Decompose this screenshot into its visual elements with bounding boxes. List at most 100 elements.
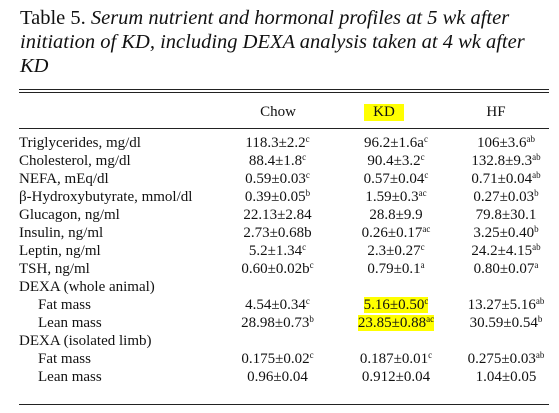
table-cell: 96.2±1.6ac (341, 134, 451, 152)
cell-value: 2.73±0.68b (243, 225, 312, 241)
significance-superscript: b (305, 188, 311, 198)
column-header-hf: HF (486, 104, 506, 120)
table-cell: 0.912±0.04 (341, 368, 451, 386)
cell-value: 0.59±0.03 (245, 171, 306, 187)
significance-superscript: a (420, 260, 425, 270)
cell-value: 3.25±0.40 (473, 225, 535, 241)
cell-value: 0.187±0.01 (359, 351, 429, 367)
cell-value: 4.54±0.34 (245, 297, 306, 313)
table-row: Glucagon, ng/ml 22.13±2.84 28.8±9.9 79.8±30… (19, 206, 549, 224)
row-label: TSH, ng/ml (19, 261, 90, 277)
significance-superscript: c (420, 152, 425, 162)
cell-value: 30.59±0.54 (469, 315, 538, 331)
table-title: Serum nutrient and hormonal profiles at … (20, 7, 525, 77)
table-cell: 22.13±2.84 (219, 206, 336, 224)
table-cell: 0.275±0.03ab (451, 350, 559, 368)
table-cell: 0.60±0.02bc (219, 260, 336, 278)
significance-superscript: b (537, 314, 543, 324)
table-cell: 0.59±0.03c (219, 170, 336, 188)
table-row: Insulin, ng/ml 2.73±0.68b 0.26±0.17ac 3.25±… (19, 224, 549, 242)
significance-superscript: ac (418, 188, 427, 198)
table-cell: 106±3.6ab (451, 134, 559, 152)
table-cell: 132.8±9.3ab (451, 152, 559, 170)
table-cell: 0.26±0.17ac (341, 224, 451, 242)
row-label: Lean mass (38, 369, 102, 385)
cell-value: 0.39±0.05 (244, 189, 306, 205)
column-header-kd: KD (364, 104, 404, 121)
cell-value: 0.96±0.04 (247, 369, 308, 385)
significance-superscript: b (534, 188, 539, 198)
table-cell: 5.2±1.34c (219, 242, 336, 260)
row-label: DEXA (isolated limb) (19, 333, 152, 349)
table-cell: 0.96±0.04 (219, 368, 336, 386)
significance-superscript: ab (532, 242, 541, 252)
table-cell: 79.8±30.1 (451, 206, 559, 224)
cell-value: 0.60±0.02b (241, 261, 310, 277)
table-row: β-Hydroxybutyrate, mmol/dl 0.39±0.05b 1.59… (19, 188, 549, 206)
cell-value: 90.4±3.2 (367, 153, 421, 169)
table-body: Triglycerides, mg/dl 118.3±2.2c 96.2±1.6ac… (19, 134, 549, 386)
cell-value: 24.2±4.15 (471, 243, 533, 259)
significance-superscript: c (309, 260, 314, 270)
significance-superscript: ab (532, 152, 541, 162)
cell-value: 28.98±0.73 (241, 315, 310, 331)
significance-superscript: ab (526, 134, 535, 144)
table-cell: 2.3±0.27c (341, 242, 451, 260)
table-cell: 90.4±3.2c (341, 152, 451, 170)
row-label: Insulin, ng/ml (19, 225, 104, 241)
table-row: DEXA (isolated limb) (19, 332, 549, 350)
significance-superscript: c (428, 350, 433, 360)
cell-value: 79.8±30.1 (475, 207, 537, 223)
cell-value: 28.8±9.9 (369, 207, 423, 223)
top-rule (19, 89, 549, 90)
cell-value: 5.16±0.50 (363, 297, 425, 313)
table-cell: 5.16±0.50c (341, 296, 451, 314)
table-cell: 118.3±2.2c (219, 134, 336, 152)
table-cell: 2.73±0.68b (219, 224, 336, 242)
table-row: Triglycerides, mg/dl 118.3±2.2c 96.2±1.6ac… (19, 134, 549, 152)
top-rule-double (19, 92, 549, 93)
row-label: Triglycerides, mg/dl (19, 135, 141, 151)
cell-value: 0.912±0.04 (361, 369, 431, 385)
cell-value: 118.3±2.2 (245, 135, 306, 151)
cell-value: 0.71±0.04 (471, 171, 533, 187)
cell-value: 1.59±0.3 (365, 189, 419, 205)
row-label: Fat mass (38, 297, 91, 313)
cell-value: 96.2±1.6a (364, 135, 424, 151)
header-rule (19, 128, 549, 129)
table-row: Fat mass 0.175±0.02c 0.187±0.01c 0.275±0.03… (19, 350, 549, 368)
table-cell: 3.25±0.40b (451, 224, 559, 242)
row-label: Glucagon, ng/ml (19, 207, 120, 223)
table-cell: 0.57±0.04c (341, 170, 451, 188)
significance-superscript: c (423, 134, 428, 144)
table-row: Cholesterol, mg/dl 88.4±1.8c 90.4±3.2c 132.… (19, 152, 549, 170)
cell-value: 1.04±0.05 (475, 369, 537, 385)
table-row: Lean mass 28.98±0.73b 23.85±0.88ac 30.59±0.… (19, 314, 549, 332)
significance-superscript: c (305, 134, 310, 144)
cell-value: 0.175±0.02 (241, 351, 310, 367)
cell-value: 0.79±0.1 (367, 261, 421, 277)
table-cell: 0.27±0.03b (451, 188, 559, 206)
significance-superscript: c (420, 242, 425, 252)
table-row: Fat mass 4.54±0.34c 5.16±0.50c 13.27±5.16ab (19, 296, 549, 314)
significance-superscript: ab (535, 350, 545, 360)
significance-superscript: c (305, 296, 310, 306)
cell-value: 0.57±0.04 (363, 171, 425, 187)
cell-value: 88.4±1.8 (248, 153, 303, 169)
table-row: TSH, ng/ml 0.60±0.02bc 0.79±0.1a 0.80±0.07a (19, 260, 549, 278)
cell-value: 2.3±0.27 (367, 243, 421, 259)
table-cell: 0.175±0.02c (219, 350, 336, 368)
column-header-chow: Chow (260, 104, 296, 120)
significance-superscript: a (534, 260, 539, 270)
table-cell: 4.54±0.34c (219, 296, 336, 314)
cell-value: 13.27±5.16 (467, 297, 536, 313)
table-cell: 0.79±0.1a (341, 260, 451, 278)
significance-superscript: c (305, 170, 310, 180)
table-cell: 24.2±4.15ab (451, 242, 559, 260)
row-label: Cholesterol, mg/dl (19, 153, 131, 169)
table-row: Lean mass 0.96±0.04 0.912±0.04 1.04±0.05 (19, 368, 549, 386)
table-cell: 28.8±9.9 (341, 206, 451, 224)
significance-superscript: ac (422, 224, 431, 234)
table-cell: 1.04±0.05 (451, 368, 559, 386)
table-row: DEXA (whole animal) (19, 278, 549, 296)
